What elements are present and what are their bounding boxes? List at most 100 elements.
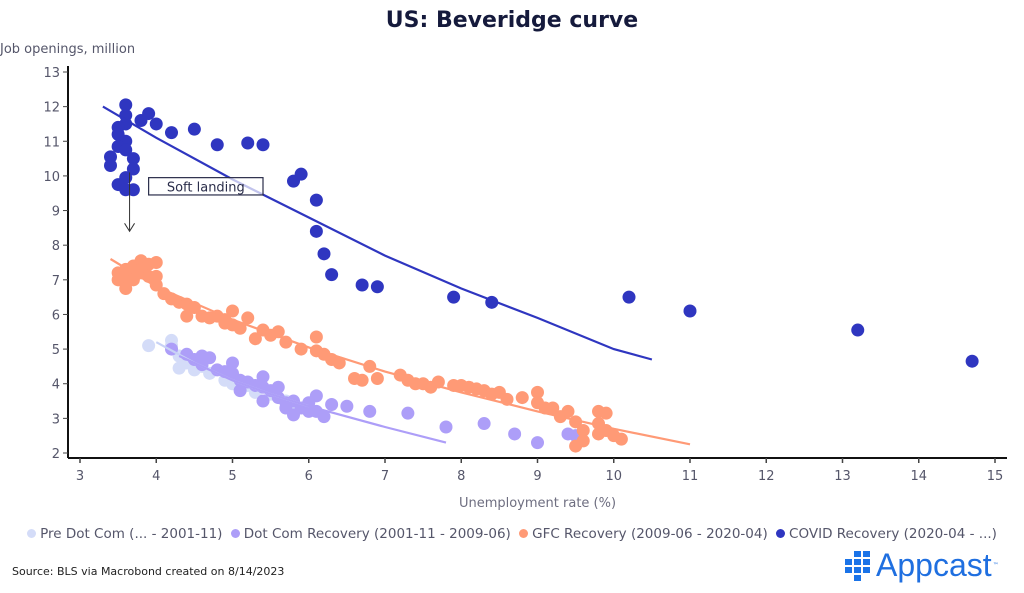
axes-layer: 2 3 4 5 6 7 8 9 10 11 12 13 3 4 5 6 7 8 9 10 11 12 13 14 15 Unemp… bbox=[43, 66, 1007, 511]
y-tick-label: 6 bbox=[52, 308, 60, 323]
data-point bbox=[447, 290, 461, 304]
data-point bbox=[614, 432, 628, 446]
x-tick-label: 8 bbox=[457, 469, 465, 484]
source-note: Source: BLS via Macrobond created on 8/1… bbox=[12, 565, 285, 578]
data-point bbox=[546, 401, 560, 415]
data-point bbox=[119, 281, 133, 295]
data-point bbox=[241, 311, 255, 325]
y-tick-label: 11 bbox=[43, 135, 60, 150]
x-tick-label: 15 bbox=[987, 469, 1004, 484]
data-point bbox=[226, 356, 239, 370]
legend-item-dot-com-recovery[interactable]: Dot Com Recovery (2001-11 - 2009-06) bbox=[230, 526, 511, 542]
data-point bbox=[256, 138, 270, 152]
legend-marker-icon bbox=[230, 529, 240, 538]
arrow-down-icon bbox=[124, 223, 135, 233]
y-tick-label: 5 bbox=[52, 343, 60, 358]
legend-label: Dot Com Recovery (2001-11 - 2009-06) bbox=[243, 526, 511, 542]
legend-label: GFC Recovery (2009-06 - 2020-04) bbox=[532, 526, 768, 542]
data-point bbox=[439, 420, 453, 434]
data-point bbox=[256, 370, 270, 384]
annotation-box bbox=[148, 177, 264, 196]
x-tick-label: 7 bbox=[381, 469, 389, 484]
data-point bbox=[126, 183, 140, 197]
data-point bbox=[515, 391, 529, 405]
data-point bbox=[165, 126, 178, 140]
data-point bbox=[309, 224, 323, 238]
data-point bbox=[149, 256, 163, 269]
data-point bbox=[187, 122, 201, 136]
legend-item-covid-recovery[interactable]: COVID Recovery (2020-04 - ...) bbox=[776, 526, 997, 542]
x-tick-label: 6 bbox=[305, 469, 313, 484]
legend: Pre Dot Com (... - 2001-11) Dot Com Reco… bbox=[0, 526, 1024, 542]
data-point bbox=[126, 162, 140, 176]
data-point bbox=[218, 316, 232, 330]
data-point bbox=[325, 398, 339, 412]
x-tick-label: 9 bbox=[533, 469, 541, 484]
data-point bbox=[576, 434, 590, 448]
data-point bbox=[142, 107, 156, 121]
data-point bbox=[363, 404, 377, 418]
x-tick-label: 13 bbox=[834, 469, 851, 484]
data-point bbox=[309, 330, 323, 344]
data-point bbox=[294, 167, 308, 181]
data-point bbox=[622, 290, 636, 304]
data-point bbox=[531, 385, 544, 399]
data-point bbox=[104, 159, 117, 173]
x-tick-label: 5 bbox=[228, 469, 236, 484]
data-point bbox=[271, 380, 285, 394]
data-point bbox=[180, 309, 194, 323]
data-point bbox=[370, 372, 384, 386]
x-tick-label: 12 bbox=[758, 469, 775, 484]
y-tick-label: 3 bbox=[52, 412, 60, 427]
data-point bbox=[965, 354, 979, 368]
y-tick-label: 7 bbox=[52, 274, 60, 289]
data-point bbox=[248, 332, 262, 346]
x-tick-label: 14 bbox=[910, 469, 927, 484]
legend-label: Pre Dot Com (... - 2001-11) bbox=[40, 526, 223, 542]
data-point bbox=[119, 98, 133, 112]
trademark: ™ bbox=[992, 562, 999, 569]
data-point bbox=[126, 273, 140, 287]
y-tick-label: 9 bbox=[52, 205, 60, 220]
data-point bbox=[599, 406, 613, 420]
appcast-logo: Appcast ™ bbox=[845, 547, 999, 584]
data-point bbox=[233, 384, 247, 398]
data-point bbox=[126, 152, 140, 166]
data-point bbox=[210, 138, 224, 152]
data-point bbox=[851, 323, 865, 337]
y-tick-label: 8 bbox=[52, 239, 60, 254]
data-point bbox=[561, 404, 575, 418]
annotation-text: Soft landing bbox=[167, 180, 245, 195]
legend-item-gfc-recovery[interactable]: GFC Recovery (2009-06 - 2020-04) bbox=[519, 526, 768, 542]
data-point bbox=[256, 394, 270, 408]
data-point bbox=[355, 278, 369, 292]
chart-title: US: Beveridge curve bbox=[385, 8, 639, 33]
data-point bbox=[508, 427, 522, 441]
data-point bbox=[317, 410, 331, 424]
y-tick-label: 12 bbox=[43, 101, 60, 116]
legend-item-pre-dot-com[interactable]: Pre Dot Com (... - 2001-11) bbox=[27, 526, 222, 542]
data-point bbox=[287, 408, 300, 422]
y-tick-label: 2 bbox=[52, 447, 60, 462]
trend-line-3 bbox=[102, 105, 653, 361]
data-point bbox=[226, 304, 239, 318]
legend-marker-icon bbox=[27, 529, 37, 538]
data-point bbox=[142, 339, 156, 353]
y-tick-label: 4 bbox=[52, 378, 60, 393]
annotation-layer: Soft landing bbox=[124, 172, 264, 233]
data-point bbox=[119, 143, 133, 157]
legend-marker-icon bbox=[519, 529, 529, 538]
appcast-logo-icon bbox=[845, 550, 870, 581]
data-point bbox=[531, 436, 544, 450]
data-point bbox=[355, 373, 369, 387]
x-axis-label: Unemployment rate (%) bbox=[459, 496, 616, 511]
trend-line-2 bbox=[109, 258, 691, 446]
legend-label: COVID Recovery (2020-04 - ...) bbox=[789, 526, 997, 542]
data-point bbox=[241, 136, 255, 150]
data-point bbox=[317, 247, 331, 261]
data-point bbox=[370, 280, 384, 294]
data-point bbox=[683, 304, 697, 318]
data-point bbox=[340, 399, 354, 413]
series-1 bbox=[165, 342, 583, 450]
y-axis-label: Job openings, million bbox=[0, 42, 136, 57]
